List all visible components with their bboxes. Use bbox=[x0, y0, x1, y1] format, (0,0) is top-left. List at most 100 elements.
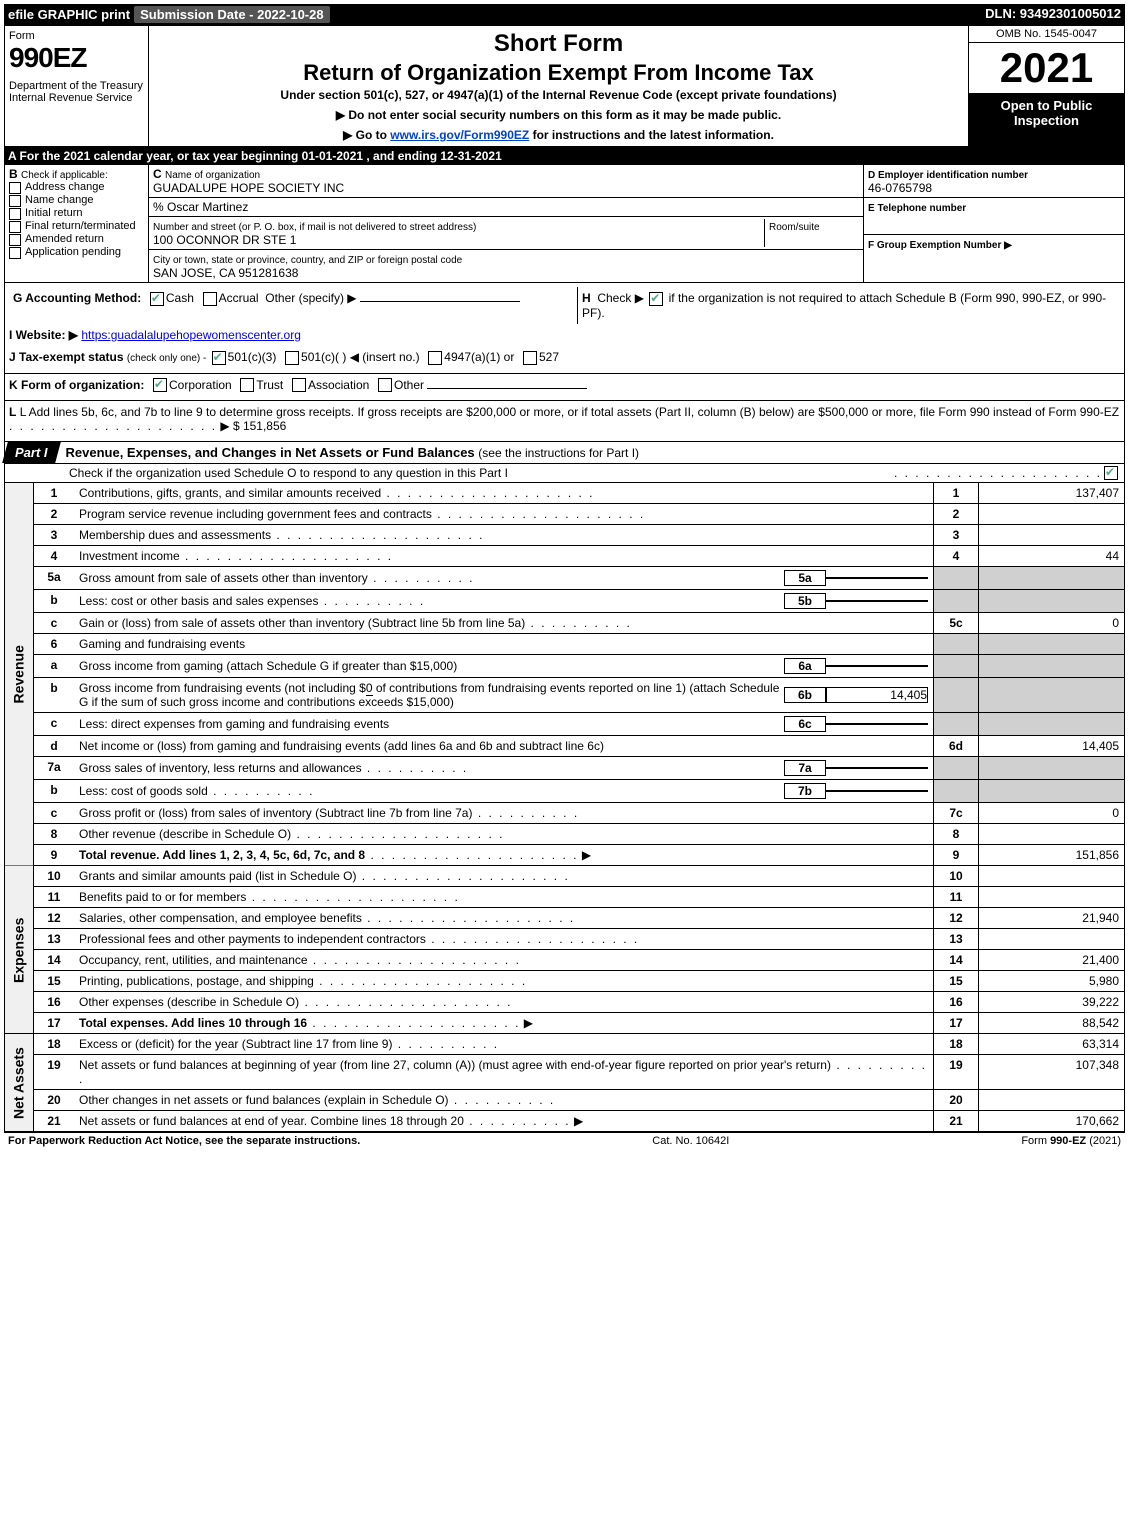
line-6b-sub: 6b bbox=[784, 687, 826, 703]
line-19-desc: Net assets or fund balances at beginning… bbox=[79, 1058, 831, 1072]
check-527[interactable] bbox=[523, 351, 537, 365]
line-15-val: 5,980 bbox=[979, 971, 1125, 992]
part-i-header: Part I Revenue, Expenses, and Changes in… bbox=[4, 442, 1125, 464]
check-schedule-o-part-i[interactable] bbox=[1104, 466, 1118, 480]
other-specify-label: Other (specify) ▶ bbox=[265, 291, 356, 305]
line-6b-desc-pre: Gross income from fundraising events (no… bbox=[79, 681, 366, 695]
box-d-label: D Employer identification number bbox=[868, 170, 1028, 181]
line-6d-val: 14,405 bbox=[979, 736, 1125, 757]
check-name-change[interactable]: Name change bbox=[9, 194, 144, 207]
form-header: Form 990EZ Department of the Treasury In… bbox=[4, 25, 1125, 147]
tax-year: 2021 bbox=[969, 43, 1124, 94]
line-l-amount: ▶ $ 151,856 bbox=[220, 419, 286, 433]
line-19-val: 107,348 bbox=[979, 1055, 1125, 1090]
opt-other-org: Other bbox=[394, 378, 424, 392]
line-j-container: J Tax-exempt status (check only one) - 5… bbox=[4, 350, 1125, 373]
check-501c[interactable] bbox=[285, 351, 299, 365]
submission-date: Submission Date - 2022-10-28 bbox=[134, 6, 330, 23]
name-of-org-label: Name of organization bbox=[165, 170, 260, 181]
check-application-pending[interactable]: Application pending bbox=[9, 246, 144, 259]
line-6c-desc: Less: direct expenses from gaming and fu… bbox=[79, 717, 389, 731]
irs-link[interactable]: www.irs.gov/Form990EZ bbox=[390, 128, 529, 142]
ein-value: 46-0765798 bbox=[868, 181, 932, 195]
line-8-desc: Other revenue (describe in Schedule O) bbox=[79, 827, 291, 841]
box-b-subtitle: Check if applicable: bbox=[21, 170, 108, 181]
goto-prefix: ▶ Go to bbox=[343, 128, 390, 142]
line-5b-desc: Less: cost or other basis and sales expe… bbox=[79, 594, 318, 608]
instruction-ssn: ▶ Do not enter social security numbers o… bbox=[157, 108, 960, 122]
line-15-desc: Printing, publications, postage, and shi… bbox=[79, 974, 314, 988]
footer-catno: Cat. No. 10642I bbox=[652, 1135, 729, 1147]
footer-paperwork: For Paperwork Reduction Act Notice, see … bbox=[8, 1135, 360, 1147]
check-address-change[interactable]: Address change bbox=[9, 181, 144, 194]
line-5c-desc: Gain or (loss) from sale of assets other… bbox=[79, 616, 525, 630]
line-l-container: L L Add lines 5b, 6c, and 7b to line 9 t… bbox=[4, 400, 1125, 442]
line-16-val: 39,222 bbox=[979, 992, 1125, 1013]
line-5c-val: 0 bbox=[979, 613, 1125, 634]
check-cash[interactable] bbox=[150, 292, 164, 306]
line-6b-subval: 14,405 bbox=[826, 687, 928, 703]
check-501c3[interactable] bbox=[212, 351, 226, 365]
line-5b-sub: 5b bbox=[784, 593, 826, 609]
department-label: Department of the Treasury Internal Reve… bbox=[9, 80, 144, 104]
check-trust[interactable] bbox=[240, 378, 254, 392]
line-6c-subval bbox=[826, 723, 928, 725]
check-association[interactable] bbox=[292, 378, 306, 392]
topbar-header: efile GRAPHIC print Submission Date - 20… bbox=[4, 4, 1125, 25]
opt-501c3: 501(c)(3) bbox=[228, 350, 277, 364]
part-i-check-text: Check if the organization used Schedule … bbox=[9, 466, 894, 480]
line-6-desc: Gaming and fundraising events bbox=[79, 637, 245, 651]
line-10-val bbox=[979, 866, 1125, 887]
opt-trust: Trust bbox=[256, 378, 283, 392]
check-amended-return[interactable]: Amended return bbox=[9, 233, 144, 246]
short-form-title: Short Form bbox=[157, 30, 960, 58]
revenue-sidelabel: Revenue bbox=[5, 483, 34, 866]
header-subtitle: Under section 501(c), 527, or 4947(a)(1)… bbox=[157, 88, 960, 102]
line-k-label: K Form of organization: bbox=[9, 378, 144, 392]
box-c-label: C bbox=[153, 167, 162, 181]
line-g-label: G Accounting Method: bbox=[13, 291, 141, 305]
line-14-desc: Occupancy, rent, utilities, and maintena… bbox=[79, 953, 308, 967]
line-h-check-prefix: Check ▶ bbox=[597, 291, 644, 305]
line-6d-desc: Net income or (loss) from gaming and fun… bbox=[79, 739, 604, 753]
line-11-desc: Benefits paid to or for members bbox=[79, 890, 246, 904]
line-3-desc: Membership dues and assessments bbox=[79, 528, 271, 542]
opt-527: 527 bbox=[539, 350, 559, 364]
check-schedule-b[interactable] bbox=[649, 292, 663, 306]
line-h-label: H bbox=[582, 291, 591, 305]
line-13-val bbox=[979, 929, 1125, 950]
website-link[interactable]: https:guadalalupehopewomenscenter.org bbox=[81, 328, 301, 342]
line-5a-subval bbox=[826, 577, 928, 579]
opt-association: Association bbox=[308, 378, 369, 392]
check-4947[interactable] bbox=[428, 351, 442, 365]
line-j-label: J Tax-exempt status bbox=[9, 350, 124, 364]
efile-graphic-print[interactable]: efile GRAPHIC print bbox=[8, 7, 130, 22]
netassets-sidelabel: Net Assets bbox=[5, 1034, 34, 1132]
line-5a-sub: 5a bbox=[784, 570, 826, 586]
line-7c-val: 0 bbox=[979, 803, 1125, 824]
opt-4947: 4947(a)(1) or bbox=[444, 350, 514, 364]
check-accrual[interactable] bbox=[203, 292, 217, 306]
org-name: GUADALUPE HOPE SOCIETY INC bbox=[153, 181, 344, 195]
line-7c-desc: Gross profit or (loss) from sales of inv… bbox=[79, 806, 472, 820]
line-4-val: 44 bbox=[979, 546, 1125, 567]
line-12-desc: Salaries, other compensation, and employ… bbox=[79, 911, 362, 925]
footer-form: Form 990-EZ (2021) bbox=[1021, 1135, 1121, 1147]
line-9-desc: Total revenue. Add lines 1, 2, 3, 4, 5c,… bbox=[79, 848, 365, 862]
other-specify-line[interactable] bbox=[360, 301, 520, 302]
line-18-val: 63,314 bbox=[979, 1034, 1125, 1055]
check-initial-return[interactable]: Initial return bbox=[9, 207, 144, 220]
line-i-label: I Website: ▶ bbox=[9, 328, 78, 342]
line-21-desc: Net assets or fund balances at end of ye… bbox=[79, 1114, 464, 1128]
line-11-val bbox=[979, 887, 1125, 908]
line-i-container: I Website: ▶ https:guadalalupehopewomens… bbox=[4, 328, 1125, 350]
check-final-return[interactable]: Final return/terminated bbox=[9, 220, 144, 233]
line-1-desc: Contributions, gifts, grants, and simila… bbox=[79, 486, 381, 500]
check-other-org[interactable] bbox=[378, 378, 392, 392]
line-1-val: 137,407 bbox=[979, 483, 1125, 504]
room-suite-label: Room/suite bbox=[769, 222, 820, 233]
box-f-label: F Group Exemption Number ▶ bbox=[868, 240, 1012, 251]
check-corporation[interactable] bbox=[153, 378, 167, 392]
box-def: D Employer identification number 46-0765… bbox=[864, 165, 1124, 282]
omb-number: OMB No. 1545-0047 bbox=[969, 26, 1124, 43]
